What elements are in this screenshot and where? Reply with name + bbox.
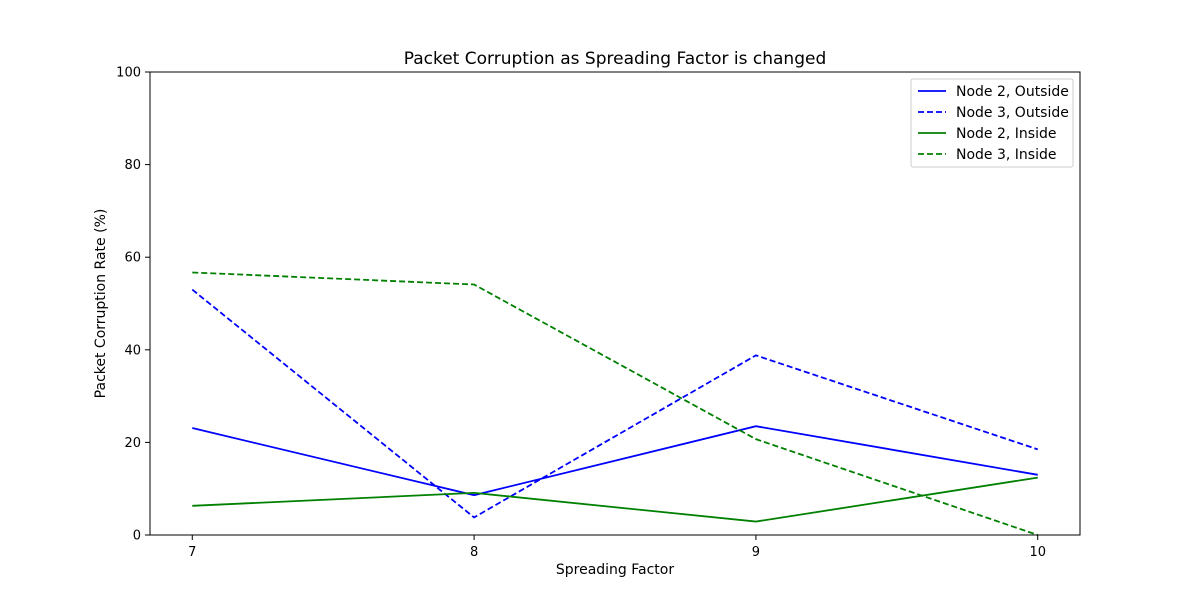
plot-lines [191,271,1039,536]
series-line-3 [192,476,1038,523]
y-axis-ticks: 0 20 40 60 80 100 [116,66,150,544]
legend-box [910,78,1074,168]
x-tick-label: 9 [752,545,760,560]
plot-frame [149,71,1081,536]
x-axis-label: Spreading Factor [556,562,674,578]
series-line-1 [192,425,1038,497]
legend: Node 2, Outside Node 3, Outside Node 2, In… [910,78,1074,168]
legend-label: Node 2, Outside [956,84,1069,100]
legend-label: Node 3, Outside [956,105,1069,121]
y-tick-label: 20 [124,436,141,451]
x-axis-ticks: 7 8 9 10 [188,535,1046,560]
y-tick-label: 40 [124,343,141,358]
series-line-4 [192,271,1039,536]
y-axis-label: Packet Corruption Rate (%) [93,209,109,399]
legend-label: Node 2, Inside [956,126,1056,142]
x-tick-label: 10 [1029,545,1046,560]
x-tick-label: 8 [470,545,478,560]
x-tick-label: 7 [188,545,196,560]
series-line-2 [191,288,1039,519]
chart-title: Packet Corruption as Spreading Factor is… [404,49,827,69]
legend-label: Node 3, Inside [956,147,1056,163]
y-tick-label: 80 [124,158,141,173]
y-tick-label: 0 [133,529,141,544]
y-tick-label: 100 [116,66,141,81]
y-tick-label: 60 [124,251,141,266]
